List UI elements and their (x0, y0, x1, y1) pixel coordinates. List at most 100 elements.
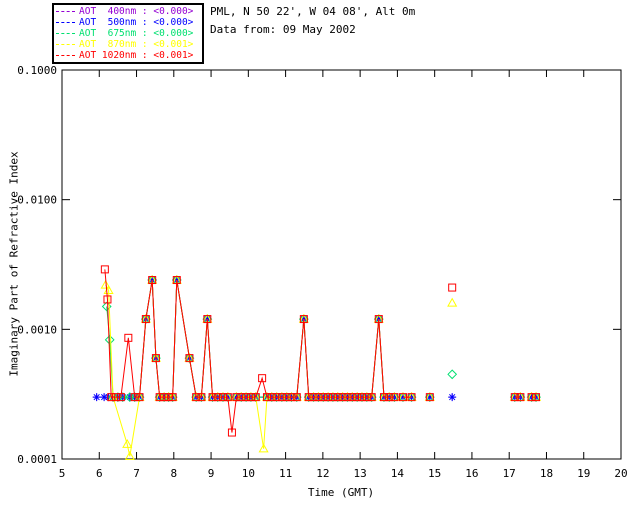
square-marker (148, 276, 157, 285)
legend-dash-line (56, 33, 75, 34)
diamond-marker (101, 301, 112, 312)
x-tick-label: 10 (242, 467, 255, 480)
square-marker (218, 393, 227, 402)
triangle-marker (258, 443, 269, 453)
square-marker (292, 393, 301, 402)
triangle-marker (124, 451, 135, 460)
series-400nm (93, 276, 540, 401)
series-line (105, 279, 228, 457)
square-marker (527, 393, 536, 402)
square-marker (287, 393, 296, 402)
square-marker (160, 393, 169, 402)
legend-label: AOT 675nm : <0.000> (79, 28, 194, 39)
legend-item-675nm: AOT 675nm : <0.000> (56, 28, 200, 39)
legend-dash-line (56, 44, 75, 45)
series-1020nm (100, 265, 541, 437)
triangle-marker (122, 439, 133, 448)
y-tick-label: 0.0001 (17, 453, 57, 466)
square-marker (227, 428, 236, 437)
legend-item-500nm: AOT 500nm : <0.000> (56, 17, 200, 28)
x-axis-ticks: 5 6 7 8 9 10 11 12 13 14 15 16 17 18 19 20 (59, 70, 628, 480)
asterisk-marker (425, 393, 434, 402)
triangle-marker (447, 297, 458, 307)
legend-label: AOT 400nm : <0.000> (79, 6, 194, 17)
x-tick-label: 14 (391, 467, 405, 480)
y-axis-title: Imaginary Part of Refractive Index (7, 151, 21, 377)
square-marker (203, 315, 212, 324)
site-title: PML, N 50 22', W 04 08', Alt 0m (210, 5, 416, 18)
x-axis-title: Time (GMT) (307, 486, 375, 499)
square-marker (425, 393, 434, 402)
square-marker (299, 315, 308, 324)
legend-label: AOT 1020nm : <0.001> (79, 50, 194, 61)
square-marker (398, 393, 407, 402)
square-marker (197, 393, 206, 402)
square-marker (328, 393, 337, 402)
square-marker (267, 393, 276, 402)
square-marker (172, 276, 181, 285)
series-870nm (100, 274, 542, 460)
square-marker (103, 295, 112, 304)
square-marker (510, 393, 519, 402)
square-marker (151, 354, 160, 363)
square-marker (130, 393, 139, 402)
x-tick-label: 9 (208, 467, 215, 480)
x-tick-label: 18 (540, 467, 553, 480)
square-marker (362, 393, 371, 402)
x-tick-label: 5 (59, 467, 66, 480)
legend-dash-line (56, 11, 75, 12)
square-marker (374, 315, 383, 324)
legend-dash-line (56, 55, 75, 56)
square-marker (155, 393, 164, 402)
diamond-marker (124, 392, 135, 403)
square-marker (324, 393, 333, 402)
square-marker (338, 393, 347, 402)
x-tick-label: 19 (577, 467, 590, 480)
square-marker (141, 315, 150, 324)
legend-label: AOT 870nm : <0.001> (79, 39, 194, 50)
x-tick-label: 6 (96, 467, 103, 480)
legend-label: AOT 500nm : <0.000> (79, 17, 194, 28)
square-marker (277, 393, 286, 402)
legend-item-870nm: AOT 870nm : <0.001> (56, 39, 200, 50)
square-marker (407, 393, 416, 402)
square-marker (242, 393, 251, 402)
square-marker (192, 393, 201, 402)
square-marker (107, 393, 116, 402)
square-marker (168, 393, 177, 402)
y-axis-ticks: 0.1000 0.0100 0.0010 0.0001 (17, 64, 621, 466)
square-marker (367, 393, 376, 402)
square-marker (348, 393, 357, 402)
asterisk-marker (92, 393, 101, 402)
asterisk-marker (100, 393, 109, 402)
square-marker (357, 393, 366, 402)
square-marker (390, 393, 399, 402)
x-tick-label: 17 (503, 467, 516, 480)
square-marker (185, 354, 194, 363)
series-675nm (101, 275, 541, 403)
square-marker (164, 393, 173, 402)
square-marker (516, 393, 525, 402)
y-tick-label: 0.0100 (17, 194, 57, 207)
x-tick-label: 16 (465, 467, 478, 480)
square-marker (282, 393, 291, 402)
asterisk-marker (390, 393, 399, 402)
square-marker (237, 393, 246, 402)
square-marker (385, 393, 394, 402)
x-tick-label: 8 (170, 467, 177, 480)
square-marker (251, 393, 260, 402)
asterisk-marker (448, 393, 457, 402)
square-marker (353, 393, 362, 402)
y-tick-label: 0.0010 (17, 323, 57, 336)
square-marker (208, 393, 217, 402)
legend-dash-line (56, 22, 75, 23)
square-marker (100, 265, 109, 274)
square-marker (448, 283, 457, 292)
series-line (104, 269, 395, 433)
square-marker (333, 393, 342, 402)
x-tick-label: 7 (133, 467, 140, 480)
square-marker (124, 333, 133, 342)
square-marker (246, 393, 255, 402)
